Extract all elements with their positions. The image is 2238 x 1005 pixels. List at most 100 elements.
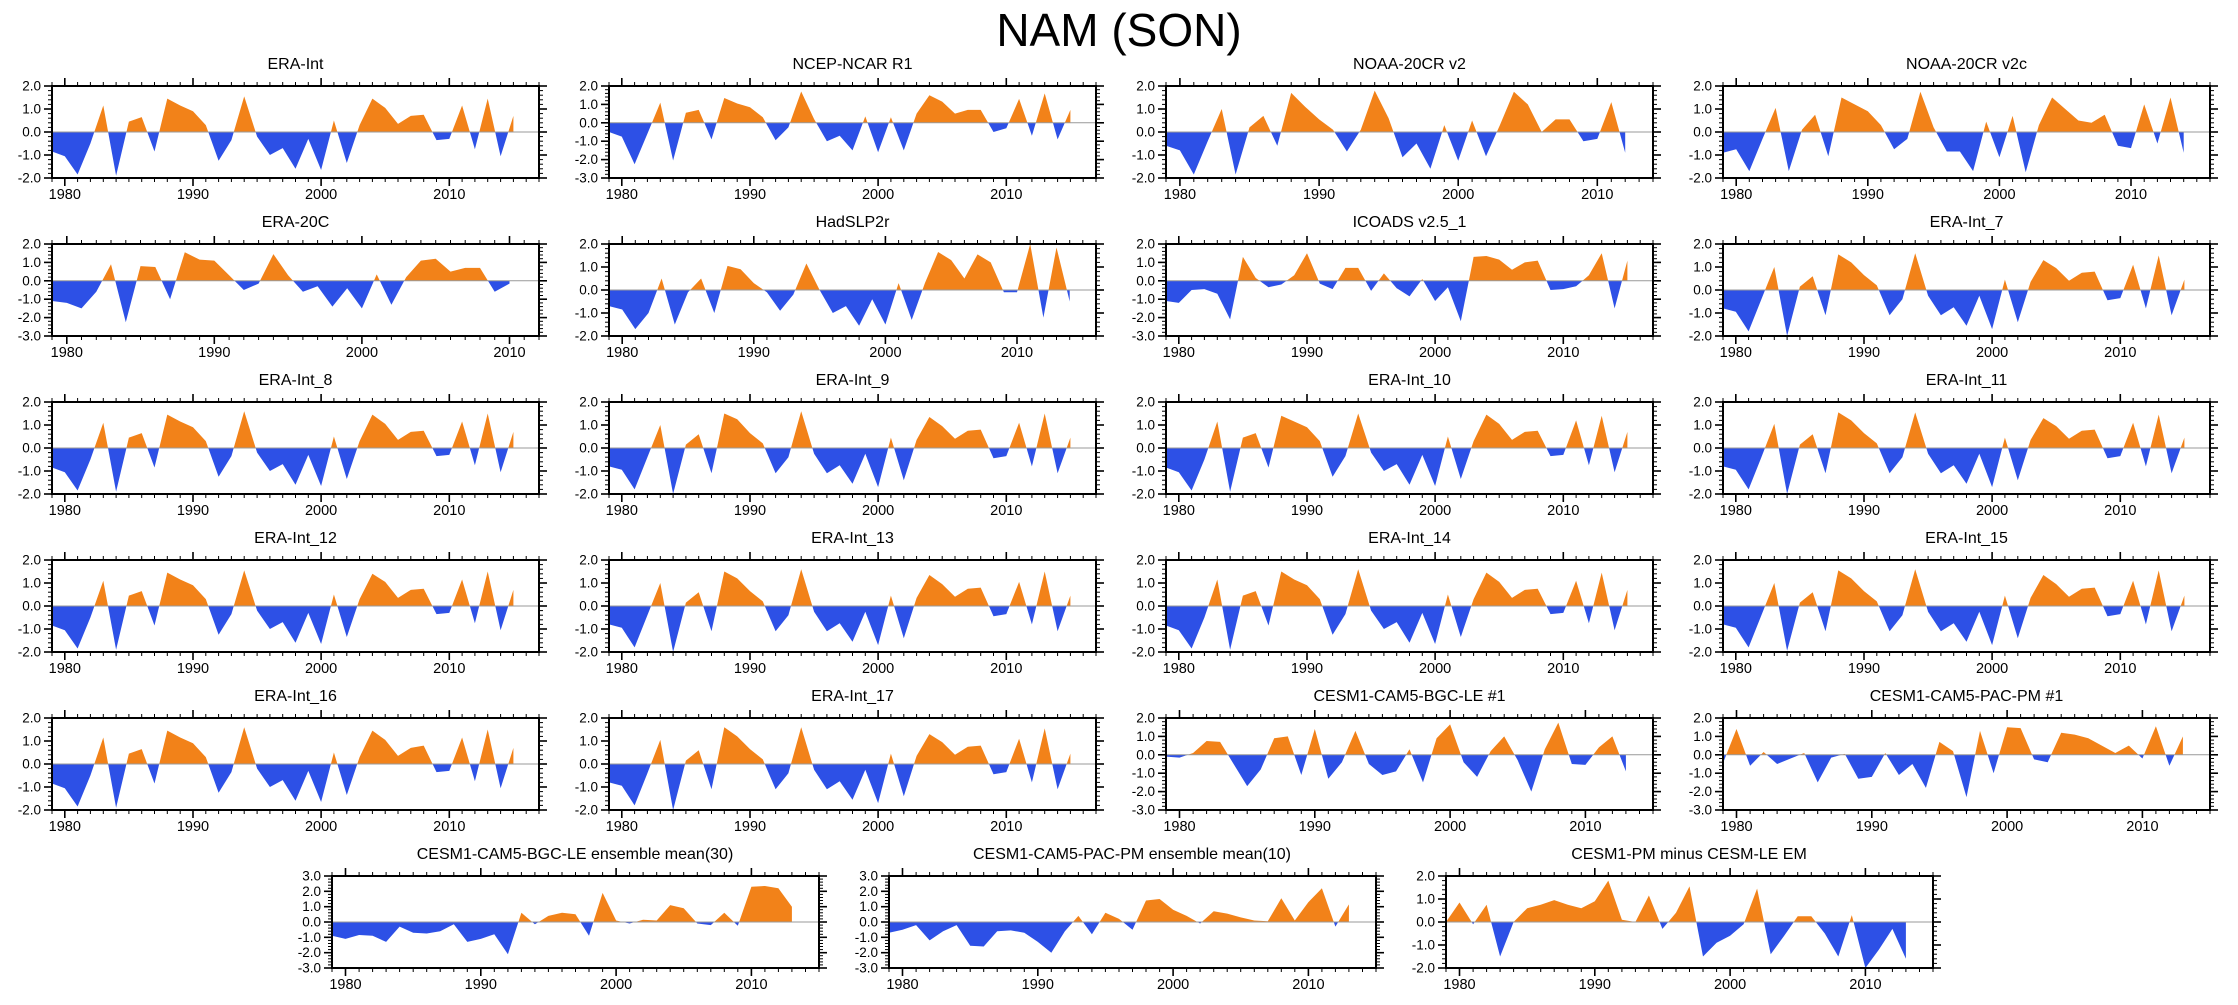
y-tick-label: -2.0 [1689, 487, 1712, 502]
y-tick-label: -3.0 [1132, 803, 1155, 818]
x-tick-label: 1990 [1291, 661, 1323, 674]
panel-title: ERA-Int_10 [1368, 372, 1451, 389]
panel-title: NOAA-20CR v2c [1906, 56, 2027, 73]
area-positive [609, 569, 1071, 606]
x-tick-label: 1990 [1291, 345, 1323, 358]
y-tick-label: -2.0 [1132, 645, 1155, 660]
area-negative [52, 132, 514, 176]
x-tick-label: 2010 [990, 819, 1022, 832]
area-positive [52, 411, 514, 448]
page-title: NAM (SON) [996, 4, 1242, 56]
panel-title: ERA-Int_8 [258, 372, 333, 389]
x-tick-label: 2000 [1419, 661, 1451, 674]
area-negative [1445, 922, 1906, 968]
y-tick-label: -1.0 [1689, 464, 1712, 479]
x-tick-label: 1980 [606, 819, 638, 832]
y-tick-label: 1.0 [579, 734, 598, 749]
y-tick-label: -1.0 [1689, 306, 1712, 321]
x-tick-label: 2000 [862, 661, 894, 674]
area-negative [52, 448, 514, 492]
area-positive [609, 411, 1071, 448]
x-tick-label: 1980 [1720, 187, 1752, 200]
panel-title: ERA-Int_17 [811, 688, 894, 705]
x-tick-label: 2010 [990, 187, 1022, 200]
y-tick-label: 0.0 [1136, 441, 1155, 456]
x-tick-label: 2010 [1581, 187, 1613, 200]
y-tick-label: -1.0 [1689, 766, 1712, 781]
axis-border [887, 875, 1377, 969]
x-tick-label: 1990 [734, 661, 766, 674]
y-tick-label: 2.0 [22, 553, 41, 568]
area-positive [1166, 569, 1628, 606]
x-tick-label: 1980 [1443, 977, 1475, 990]
y-tick-label: 0.0 [1693, 441, 1712, 456]
area-negative [609, 290, 1070, 330]
x-tick-label: 2000 [305, 661, 337, 674]
y-tick-label: -2.0 [575, 487, 598, 502]
x-tick-label: 1980 [49, 661, 81, 674]
panel-chart: -2.0 -1.0 0.0 1.0 2.0 1980 1990 2000 2010 [1689, 78, 2218, 200]
y-tick-label: 2.0 [1136, 711, 1155, 726]
y-tick-label: 0.0 [859, 915, 878, 930]
panel-chart: -2.0 -1.0 0.0 1.0 2.0 1980 1990 2000 2010 [1132, 394, 1661, 516]
x-tick-label: 1990 [177, 503, 209, 516]
y-tick-label: 2.0 [1136, 553, 1155, 568]
x-tick-label: 2000 [1156, 977, 1188, 990]
panel: ERA-Int_9 -2.0 -1.0 0.0 1.0 2.0 1980 1990 2000 20… [561, 370, 1118, 516]
x-tick-label: 2010 [433, 187, 465, 200]
y-tick-label: -1.0 [1132, 292, 1155, 307]
area-negative [1723, 132, 2184, 173]
x-tick-label: 2000 [1976, 503, 2008, 516]
panel-chart: -2.0 -1.0 0.0 1.0 2.0 1980 1990 2000 2010 [575, 710, 1104, 832]
area-negative [609, 606, 1071, 652]
axis-border [1165, 85, 1654, 179]
area-negative [1723, 448, 2185, 494]
area-positive [609, 244, 1070, 290]
x-tick-label: 2010 [1547, 661, 1579, 674]
area-negative [609, 448, 1071, 494]
y-tick-label: 2.0 [22, 711, 41, 726]
y-tick-label: -2.0 [1689, 645, 1712, 660]
x-tick-label: 2010 [2104, 503, 2136, 516]
x-tick-label: 1990 [1852, 187, 1884, 200]
panel-chart: -2.0 -1.0 0.0 1.0 2.0 1980 1990 2000 2010 [575, 552, 1104, 674]
axis-border [608, 559, 1097, 653]
y-tick-label: -2.0 [1132, 171, 1155, 186]
area-positive [331, 886, 792, 922]
panel-title: CESM1-CAM5-BGC-LE #1 [1313, 688, 1506, 705]
y-tick-label: 2.0 [1693, 711, 1712, 726]
panel-title: CESM1-CAM5-PAC-PM #1 [1869, 688, 2064, 705]
x-tick-label: 1980 [1163, 661, 1195, 674]
panel-title: CESM1-PM minus CESM-LE EM [1571, 846, 1807, 863]
x-tick-label: 2000 [1976, 661, 2008, 674]
y-tick-label: 1.0 [1693, 102, 1712, 117]
axis-border [1722, 717, 2211, 811]
panel: ERA-Int_14 -2.0 -1.0 0.0 1.0 2.0 1980 1990 2000 2… [1118, 528, 1675, 674]
x-tick-label: 1990 [738, 345, 770, 358]
y-tick-label: -2.0 [1132, 487, 1155, 502]
y-tick-label: -3.0 [1132, 329, 1155, 344]
panel: ERA-Int_11 -2.0 -1.0 0.0 1.0 2.0 1980 1990 2000 2… [1675, 370, 2232, 516]
y-tick-label: 1.0 [579, 418, 598, 433]
y-tick-label: 2.0 [1693, 395, 1712, 410]
y-tick-label: -2.0 [1689, 329, 1712, 344]
y-tick-label: -2.0 [18, 645, 41, 660]
panel-title: ICOADS v2.5_1 [1352, 214, 1467, 231]
panel-title: NCEP-NCAR R1 [792, 56, 913, 73]
y-tick-label: 1.0 [1693, 418, 1712, 433]
panel: ERA-Int_16 -2.0 -1.0 0.0 1.0 2.0 1980 1990 2000 2… [4, 686, 561, 832]
x-tick-label: 1990 [464, 977, 496, 990]
x-tick-label: 1980 [606, 345, 638, 358]
y-tick-label: -3.0 [854, 961, 877, 976]
y-tick-label: -2.0 [1132, 784, 1155, 799]
x-tick-label: 2000 [1983, 187, 2015, 200]
x-tick-label: 1980 [51, 345, 83, 358]
panel-title: ERA-Int_16 [254, 688, 337, 705]
x-tick-label: 1990 [1299, 819, 1331, 832]
y-tick-label: -2.0 [575, 152, 598, 167]
y-tick-label: 2.0 [1136, 79, 1155, 94]
area-positive [651, 91, 1071, 123]
area-positive [609, 727, 1071, 764]
area-positive [1723, 569, 2185, 606]
y-tick-label: -1.0 [575, 306, 598, 321]
